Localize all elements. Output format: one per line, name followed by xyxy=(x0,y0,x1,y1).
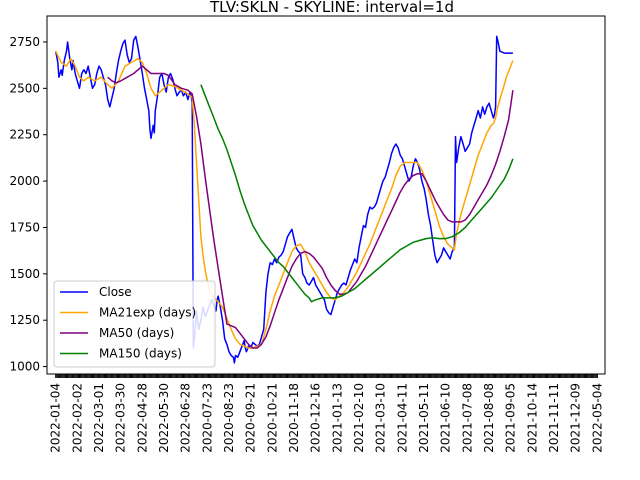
x-tick-label: 2022-05-04 xyxy=(590,383,604,453)
x-tick-label: 2020-09-21 xyxy=(244,383,258,453)
y-tick-label: 2500 xyxy=(9,81,40,95)
x-tick-label: 2022-02-02 xyxy=(70,383,84,453)
x-tick-label: 2022-01-04 xyxy=(49,383,63,453)
legend-box xyxy=(53,280,216,368)
x-tick-label: 2021-11-11 xyxy=(547,383,561,453)
x-tick-label: 2021-07-08 xyxy=(460,383,474,453)
x-tick-label: 2021-06-10 xyxy=(439,383,453,453)
legend-label-0: Close xyxy=(99,285,132,299)
y-tick-label: 1000 xyxy=(9,360,40,374)
y-tick-label: 2000 xyxy=(9,174,40,188)
x-tick-label: 2022-06-28 xyxy=(179,383,193,453)
plot-frame xyxy=(46,15,606,375)
x-tick-label: 2020-08-23 xyxy=(222,383,236,453)
x-tick-label: 2022-05-30 xyxy=(157,383,171,453)
y-tick-label: 1500 xyxy=(9,267,40,281)
series-line-0 xyxy=(54,35,513,364)
chart-title: TLV:SKLN - SKYLINE: interval=1d xyxy=(209,0,454,16)
x-tick-label: 2021-03-10 xyxy=(374,383,388,453)
series-layer xyxy=(54,35,514,364)
x-tick-label: 2021-02-10 xyxy=(352,383,366,453)
x-tick-label: 2020-12-16 xyxy=(309,383,323,453)
x-axis: 2022-01-04 2022-02-02 2022-03-01 2022-03-30… xyxy=(49,374,604,453)
x-tick-label: 2021-04-11 xyxy=(395,383,409,453)
x-tick-label: 2021-10-14 xyxy=(525,383,539,453)
legend-label-3: MA150 (days) xyxy=(99,347,182,361)
x-tick-label: 2022-04-28 xyxy=(135,383,149,453)
series-line-3 xyxy=(200,84,514,303)
y-tick-label: 1750 xyxy=(9,220,40,234)
x-tick-label: 2021-09-05 xyxy=(504,383,518,453)
x-tick-label: 2021-08-08 xyxy=(482,383,496,453)
x-tick-label: 2022-03-01 xyxy=(92,383,106,453)
series-line-1 xyxy=(55,50,514,349)
legend-label-1: MA21exp (days) xyxy=(99,306,196,320)
y-axis: 1000 1250 1500 1750 2000 2250 2500 2750 xyxy=(9,35,47,374)
legend: Close MA21exp (days) MA50 (days) MA150 (day… xyxy=(53,280,216,368)
x-tick-label: 2020-10-21 xyxy=(265,383,279,453)
x-tick-label: 2021-01-13 xyxy=(330,383,344,453)
x-tick-label: 2022-03-30 xyxy=(114,383,128,453)
series-line-2 xyxy=(107,65,514,349)
x-tick-label: 2020-07-23 xyxy=(200,383,214,453)
y-tick-label: 1250 xyxy=(9,313,40,327)
x-tick-label: 2021-05-11 xyxy=(417,383,431,453)
y-tick-label: 2250 xyxy=(9,128,40,142)
x-tick-label: 2021-12-09 xyxy=(569,383,583,453)
legend-label-2: MA50 (days) xyxy=(99,326,174,340)
x-tick-label: 2020-11-18 xyxy=(287,383,301,453)
y-tick-label: 2750 xyxy=(9,35,40,49)
